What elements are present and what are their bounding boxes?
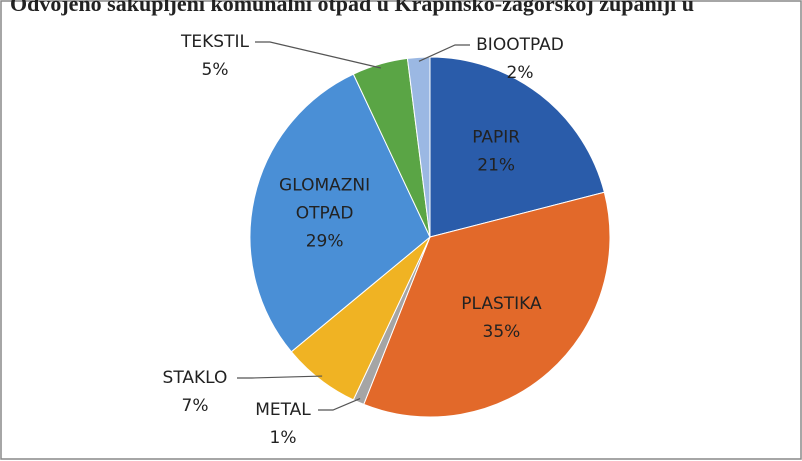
category-label: METAL	[255, 400, 311, 420]
leader-line	[318, 397, 361, 411]
value-label: 2%	[507, 63, 534, 83]
category-label: BIOOTPAD	[476, 35, 564, 55]
category-label: PAPIR	[472, 128, 520, 148]
value-label: 1%	[270, 428, 297, 448]
value-label: 35%	[483, 322, 521, 342]
value-label: 7%	[182, 396, 209, 416]
pie-slice	[363, 191, 611, 418]
pie-slice	[429, 56, 605, 238]
pie-slice	[406, 56, 431, 238]
category-label: PLASTIKA	[461, 294, 542, 314]
leader-line	[418, 44, 470, 62]
value-label: 5%	[202, 60, 229, 80]
value-label: 29%	[306, 231, 344, 251]
category-label: TEKSTIL	[180, 32, 249, 52]
pie-slice	[249, 73, 431, 353]
chart-title: Odvojeno sakupljeni komunalni otpad u Kr…	[10, 0, 694, 16]
leader-line	[255, 41, 382, 69]
leader-line	[237, 375, 323, 379]
category-label: GLOMAZNI OTPAD	[279, 175, 370, 223]
value-label: 21%	[477, 156, 515, 176]
category-label: STAKLO	[163, 368, 228, 388]
